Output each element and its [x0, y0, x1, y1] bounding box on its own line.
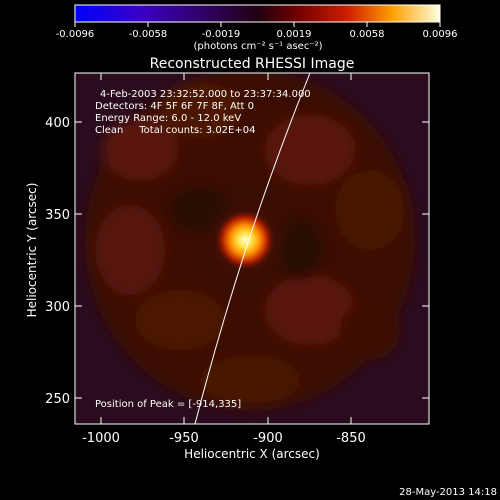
colorbar-units: (photons cm⁻² s⁻¹ asec⁻²) — [193, 41, 322, 52]
x-tick-label: -1000 — [82, 431, 120, 446]
x-tick-label: -950 — [169, 431, 199, 446]
colorbar-tick-label: 0.0096 — [423, 29, 458, 40]
colorbar-tick-label: 0.0019 — [277, 29, 312, 40]
y-tick-label: 350 — [45, 208, 70, 223]
colorbar — [74, 4, 441, 23]
x-tick-label: -900 — [253, 431, 283, 446]
y-axis-ticks — [75, 121, 429, 399]
info-clean-counts: Clean Total counts: 3.02E+04 — [95, 125, 255, 136]
y-tick-label: 400 — [45, 116, 70, 131]
info-energy-range: Energy Range: 6.0 - 12.0 keV — [95, 113, 241, 124]
info-detectors: Detectors: 4F 5F 6F 7F 8F, Att 0 — [95, 101, 254, 112]
y-tick-label: 300 — [45, 300, 70, 315]
plot-title: Reconstructed RHESSI Image — [150, 56, 355, 72]
colorbar-tick-label: -0.0019 — [202, 29, 241, 40]
y-axis-label: Heliocentric Y (arcsec) — [25, 183, 39, 318]
plot-frame — [74, 72, 430, 425]
footer-date: 28-May-2013 14:18 — [399, 487, 497, 498]
y-tick-label: 250 — [45, 392, 70, 407]
colorbar-tick-label: 0.0058 — [350, 29, 385, 40]
colorbar-tick-label: -0.0058 — [129, 29, 168, 40]
x-axis-label: Heliocentric X (arcsec) — [184, 447, 320, 461]
x-tick-label: -850 — [336, 431, 366, 446]
colorbar-ticks — [74, 22, 441, 27]
info-time-range: 4-Feb-2003 23:32:52.000 to 23:37:34.000 — [100, 89, 311, 100]
solar-limb-line — [194, 73, 311, 424]
colorbar-tick-label: -0.0096 — [56, 29, 95, 40]
peak-source — [215, 210, 275, 270]
reconstructed-image — [75, 73, 429, 424]
peak-position: Position of Peak = [-914,335] — [95, 399, 241, 410]
x-axis-ticks — [100, 73, 352, 424]
